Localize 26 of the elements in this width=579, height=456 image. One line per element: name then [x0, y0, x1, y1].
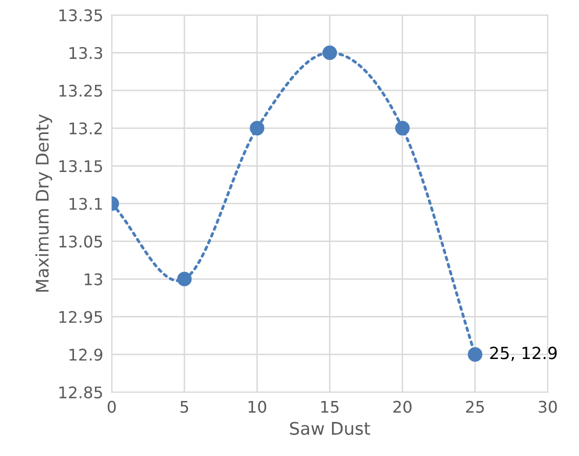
- x-tick-label: 15: [321, 400, 339, 413]
- y-tick-label: 12.9: [70, 348, 102, 361]
- y-tick-label: 13.35: [59, 9, 102, 22]
- x-tick-label: 30: [538, 400, 557, 413]
- point: [322, 45, 338, 60]
- y-tick-label: 13.15: [59, 160, 102, 172]
- y-axis-title: Maximum Dry Denty: [35, 114, 52, 292]
- point: [395, 120, 410, 136]
- y-tick-label: 12.95: [59, 310, 102, 324]
- y-tick-label: 12.85: [59, 386, 102, 398]
- y-tick-label: 13.1: [70, 198, 102, 210]
- y-tick-label: 13: [84, 273, 102, 286]
- x-tick-label: 0: [108, 400, 116, 413]
- y-tick-label: 13.3: [70, 46, 102, 60]
- annotation: 25, 12.9: [490, 346, 557, 361]
- x-tick-label: 5: [180, 400, 188, 413]
- point: [468, 347, 482, 362]
- point: [250, 120, 264, 136]
- x-tick-label: 20: [393, 400, 412, 413]
- y-tick-label: 13.2: [70, 122, 102, 134]
- x-tick-label: 25: [466, 400, 484, 413]
- x-axis-title: Saw Dust: [290, 422, 370, 435]
- x-tick-label: 10: [248, 400, 266, 413]
- point: [177, 272, 192, 286]
- y-tick-label: 13.25: [59, 84, 102, 97]
- y-tick-label: 13.05: [59, 236, 102, 248]
